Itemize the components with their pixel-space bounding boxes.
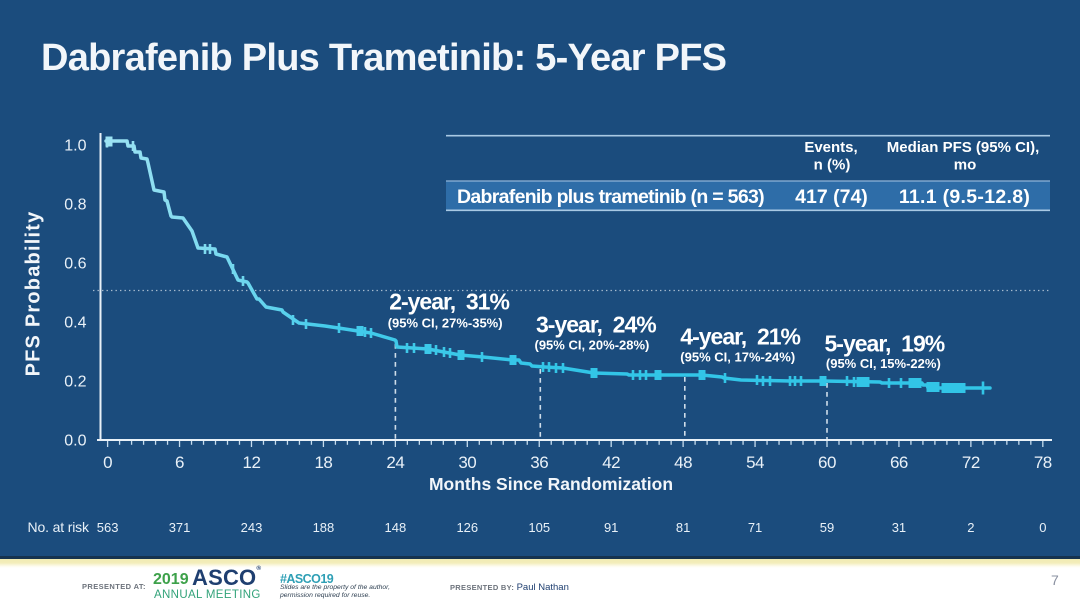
svg-text:78: 78	[1034, 453, 1052, 472]
svg-text:0: 0	[1039, 520, 1046, 535]
svg-text:371: 371	[169, 520, 191, 535]
svg-text:n (%): n (%)	[814, 157, 851, 174]
svg-text:0.8: 0.8	[64, 197, 86, 214]
svg-text:(95% CI, 20%-28%): (95% CI, 20%-28%)	[535, 337, 650, 352]
svg-text:3-year, 24%: 3-year, 24%	[536, 311, 656, 337]
svg-text:188: 188	[313, 520, 335, 535]
svg-text:5-year, 19%: 5-year, 19%	[825, 330, 945, 356]
svg-text:12: 12	[243, 453, 261, 472]
svg-text:42: 42	[602, 453, 620, 472]
svg-text:18: 18	[314, 453, 332, 472]
svg-text:563: 563	[97, 520, 119, 535]
svg-text:PFS Probability: PFS Probability	[23, 211, 45, 377]
svg-text:66: 66	[890, 453, 908, 472]
svg-text:126: 126	[456, 520, 478, 535]
svg-text:(95% CI, 27%-35%): (95% CI, 27%-35%)	[388, 315, 503, 330]
svg-text:No. at risk: No. at risk	[28, 519, 91, 535]
svg-text:148: 148	[385, 520, 407, 535]
svg-text:0.0: 0.0	[64, 433, 86, 450]
svg-text:(95% CI, 17%-24%): (95% CI, 17%-24%)	[680, 350, 795, 365]
svg-text:2-year, 31%: 2-year, 31%	[389, 289, 509, 315]
svg-text:0.2: 0.2	[64, 374, 86, 391]
svg-text:Median PFS (95% CI),: Median PFS (95% CI),	[887, 139, 1040, 156]
svg-text:36: 36	[530, 453, 548, 472]
svg-text:30: 30	[458, 453, 476, 472]
svg-text:59: 59	[820, 520, 834, 535]
svg-text:81: 81	[676, 520, 690, 535]
svg-text:48: 48	[674, 453, 692, 472]
svg-text:71: 71	[748, 520, 762, 535]
svg-text:11.1 (9.5-12.8): 11.1 (9.5-12.8)	[899, 186, 1030, 208]
svg-text:Dabrafenib plus trametinib (n: Dabrafenib plus trametinib (n = 563)	[457, 186, 764, 208]
svg-text:0: 0	[103, 453, 112, 472]
svg-text:mo: mo	[954, 157, 977, 174]
svg-text:1.0: 1.0	[64, 138, 86, 155]
svg-text:0.4: 0.4	[64, 315, 86, 332]
svg-text:2: 2	[967, 520, 974, 535]
svg-text:417 (74): 417 (74)	[795, 186, 868, 208]
svg-text:Events,: Events,	[804, 139, 857, 156]
svg-text:6: 6	[175, 453, 184, 472]
svg-text:(95% CI, 15%-22%): (95% CI, 15%-22%)	[826, 356, 941, 371]
svg-text:4-year, 21%: 4-year, 21%	[680, 324, 800, 350]
svg-text:60: 60	[818, 453, 836, 472]
svg-text:243: 243	[241, 520, 263, 535]
svg-text:72: 72	[962, 453, 980, 472]
svg-text:24: 24	[386, 453, 404, 472]
svg-text:54: 54	[746, 453, 764, 472]
svg-text:0.6: 0.6	[64, 256, 86, 273]
svg-text:105: 105	[528, 520, 550, 535]
svg-text:91: 91	[604, 520, 618, 535]
svg-text:31: 31	[892, 520, 906, 535]
svg-text:Months Since Randomization: Months Since Randomization	[429, 474, 673, 494]
